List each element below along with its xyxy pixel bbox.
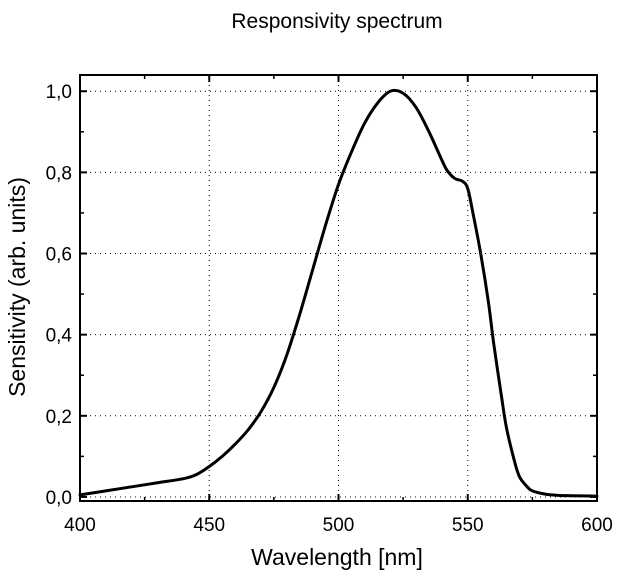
chart-title: Responsivity spectrum <box>231 10 442 33</box>
x-tick-label: 450 <box>193 515 225 536</box>
y-tick-label: 0,8 <box>46 163 72 184</box>
x-tick-label: 550 <box>452 515 484 536</box>
x-axis-tick-labels: 400 450 500 550 600 <box>64 515 613 536</box>
grid-lines <box>80 75 597 501</box>
y-tick-label: 1,0 <box>46 82 72 103</box>
x-tick-label: 500 <box>323 515 355 536</box>
y-tick-label: 0,2 <box>46 407 72 428</box>
axis-ticks <box>79 75 598 501</box>
x-tick-label: 400 <box>64 515 96 536</box>
series-line-responsivity <box>78 88 599 498</box>
y-tick-label: 0,6 <box>46 245 72 266</box>
x-axis-label: Wavelength [nm] <box>251 544 423 570</box>
y-tick-label: 0,0 <box>46 488 72 509</box>
y-tick-label: 0,4 <box>46 326 73 347</box>
y-axis-label: Sensitivity (arb. units) <box>4 177 30 397</box>
y-axis-tick-labels: 0,0 0,2 0,4 0,6 0,8 1,0 <box>46 82 73 509</box>
plot-area-frame <box>79 74 598 502</box>
x-tick-label: 600 <box>581 515 613 536</box>
